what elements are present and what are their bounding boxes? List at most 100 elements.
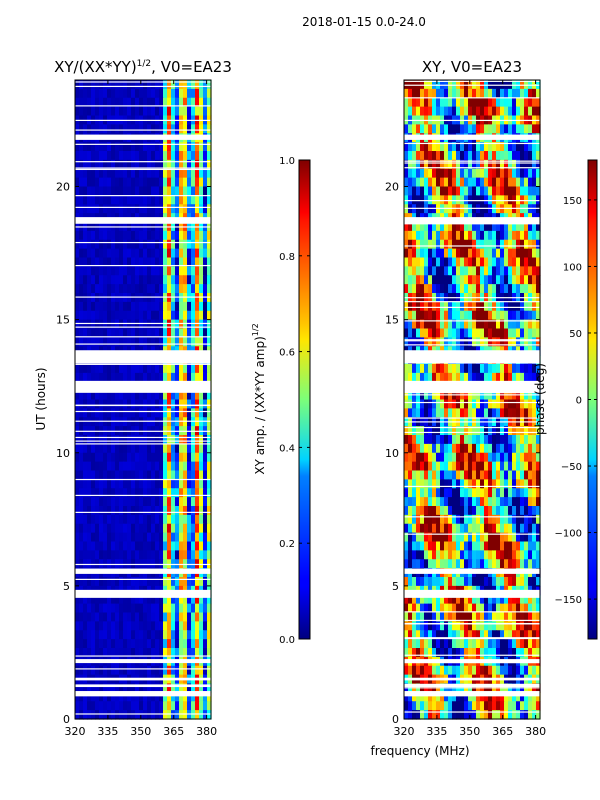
heatmap-cell: [512, 230, 517, 241]
heatmap-cell: [87, 408, 92, 418]
heatmap-cell: [424, 639, 429, 649]
heatmap-cell: [147, 621, 152, 631]
heatmap-cell: [95, 639, 100, 649]
heatmap-cell: [159, 399, 164, 409]
heatmap-cell: [155, 399, 160, 409]
heatmap-cell: [432, 523, 437, 534]
heatmap-cell: [119, 550, 124, 560]
heatmap-cell: [452, 275, 457, 285]
heatmap-cell: [528, 275, 533, 285]
heatmap-cell: [147, 88, 152, 99]
heatmap-cell: [440, 497, 445, 507]
heatmap-cell: [127, 417, 132, 427]
heatmap-cell: [195, 541, 200, 551]
heatmap-cell: [115, 328, 120, 338]
heatmap-cell: [111, 435, 116, 445]
x-tick-label: 335: [97, 725, 118, 738]
heatmap-cell: [508, 88, 513, 99]
heatmap-cell: [528, 319, 533, 330]
heatmap-cell: [524, 514, 529, 525]
flag-stripe: [75, 494, 211, 497]
heatmap-cell: [103, 364, 108, 374]
heatmap-cell: [504, 497, 509, 507]
heatmap-cell: [524, 159, 529, 170]
heatmap-cell: [456, 177, 461, 188]
heatmap-cell: [412, 435, 417, 445]
heatmap-cell: [83, 328, 88, 338]
heatmap-cell: [512, 239, 517, 250]
heatmap-cell: [103, 275, 108, 285]
heatmap-cell: [532, 488, 537, 498]
heatmap-cell: [87, 97, 92, 108]
heatmap-cell: [528, 506, 533, 516]
heatmap-cell: [472, 284, 477, 294]
heatmap-cell: [440, 222, 445, 232]
heatmap-cell: [171, 230, 176, 241]
heatmap-cell: [179, 710, 184, 720]
heatmap-cell: [99, 461, 104, 472]
flag-stripe: [75, 713, 211, 715]
heatmap-cell: [163, 417, 168, 427]
heatmap-cell: [163, 577, 168, 587]
heatmap-cell: [420, 692, 425, 702]
heatmap-cell: [532, 364, 537, 374]
heatmap-cell: [436, 266, 441, 276]
heatmap-cell: [440, 612, 445, 622]
heatmap-cell: [532, 168, 537, 179]
heatmap-cell: [171, 603, 176, 614]
heatmap-cell: [508, 550, 513, 560]
flag-stripe: [75, 206, 211, 208]
heatmap-cell: [127, 239, 132, 250]
heatmap-cell: [504, 559, 509, 569]
heatmap-cell: [428, 710, 433, 720]
heatmap-cell: [95, 532, 100, 543]
heatmap-cell: [480, 461, 485, 472]
heatmap-cell: [167, 532, 172, 543]
heatmap-cell: [508, 621, 513, 631]
heatmap-cell: [155, 88, 160, 99]
heatmap-cell: [143, 452, 148, 463]
heatmap-cell: [464, 310, 469, 321]
heatmap-cell: [436, 452, 441, 463]
heatmap-cell: [155, 266, 160, 276]
heatmap-cell: [476, 239, 481, 250]
heatmap-cell: [404, 239, 409, 250]
heatmap-cell: [524, 337, 529, 347]
heatmap-cell: [79, 177, 84, 188]
heatmap-cell: [195, 470, 200, 480]
heatmap-cell: [175, 372, 180, 383]
heatmap-cell: [183, 168, 188, 179]
heatmap-cell: [191, 550, 196, 560]
heatmap-cell: [127, 257, 132, 267]
heatmap-cell: [163, 239, 168, 250]
heatmap-cell: [179, 195, 184, 205]
heatmap-cell: [528, 239, 533, 250]
heatmap-cell: [476, 532, 481, 543]
heatmap-cell: [448, 337, 453, 347]
heatmap-cell: [468, 399, 473, 409]
heatmap-cell: [115, 151, 120, 161]
heatmap-cell: [187, 488, 192, 498]
heatmap-cell: [123, 630, 128, 640]
heatmap-cell: [404, 204, 409, 214]
heatmap-cell: [83, 364, 88, 374]
heatmap-cell: [508, 612, 513, 622]
heatmap-cell: [456, 639, 461, 649]
heatmap-cell: [424, 337, 429, 347]
heatmap-cell: [516, 523, 521, 534]
heatmap-cell: [83, 603, 88, 614]
heatmap-cell: [420, 124, 425, 134]
heatmap-cell: [143, 461, 148, 472]
heatmap-cell: [111, 523, 116, 534]
heatmap-cell: [195, 683, 200, 693]
heatmap-cell: [404, 230, 409, 241]
heatmap-cell: [416, 612, 421, 622]
heatmap-cell: [528, 97, 533, 108]
heatmap-cell: [496, 514, 501, 525]
heatmap-cell: [504, 603, 509, 614]
heatmap-cell: [111, 319, 116, 330]
heatmap-cell: [203, 452, 208, 463]
heatmap-cell: [175, 577, 180, 587]
heatmap-cell: [175, 364, 180, 374]
heatmap-cell: [436, 550, 441, 560]
